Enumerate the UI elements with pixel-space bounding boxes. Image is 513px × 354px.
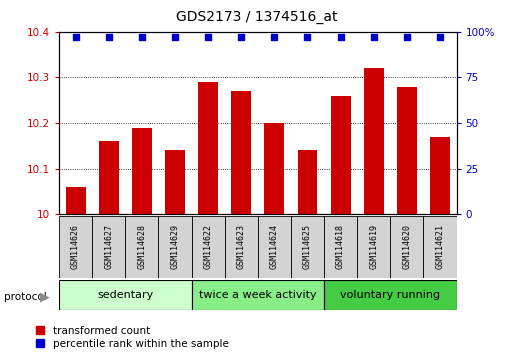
Point (204, 34, 212, 40)
Text: GSM114627: GSM114627 (104, 224, 113, 269)
Bar (198, 82, 218, 214)
Text: GSM114626: GSM114626 (71, 224, 80, 269)
Bar (430, 137, 450, 214)
Bar (324, 216, 357, 278)
Bar (159, 216, 191, 278)
Bar (264, 123, 284, 214)
Text: ▶: ▶ (40, 290, 49, 303)
Bar (364, 68, 384, 214)
Bar (397, 87, 417, 214)
Bar (59, 280, 191, 310)
Point (270, 34, 279, 40)
Text: twice a week activity: twice a week activity (199, 290, 317, 300)
Point (403, 34, 411, 40)
Point (303, 34, 311, 40)
Bar (98, 141, 119, 214)
Point (105, 34, 113, 40)
Text: GSM114618: GSM114618 (336, 224, 345, 269)
Point (436, 34, 444, 40)
Text: GSM114624: GSM114624 (270, 224, 279, 269)
Bar (298, 150, 318, 214)
Text: sedentary: sedentary (97, 290, 153, 300)
Point (71, 34, 80, 40)
Bar (390, 216, 423, 278)
Text: GDS2173 / 1374516_at: GDS2173 / 1374516_at (176, 10, 337, 24)
Bar (132, 127, 152, 214)
Bar (125, 216, 159, 278)
Text: GSM114619: GSM114619 (369, 224, 378, 269)
Bar (225, 216, 258, 278)
Point (137, 34, 146, 40)
Point (337, 34, 345, 40)
Text: GSM114623: GSM114623 (236, 224, 246, 269)
Bar (92, 216, 125, 278)
Text: GSM114628: GSM114628 (137, 224, 146, 269)
Bar (324, 280, 457, 310)
Text: protocol: protocol (4, 292, 47, 302)
Text: GSM114621: GSM114621 (436, 224, 444, 269)
Text: GSM114625: GSM114625 (303, 224, 312, 269)
Bar (357, 216, 390, 278)
Point (171, 34, 179, 40)
Bar (66, 187, 86, 214)
Bar (291, 216, 324, 278)
Text: voluntary running: voluntary running (340, 290, 440, 300)
Bar (423, 216, 457, 278)
Bar (231, 91, 251, 214)
Bar (165, 150, 185, 214)
Text: GSM114629: GSM114629 (170, 224, 180, 269)
Text: GSM114622: GSM114622 (204, 224, 212, 269)
Text: GSM114620: GSM114620 (402, 224, 411, 269)
Legend: transformed count, percentile rank within the sample: transformed count, percentile rank withi… (36, 326, 228, 349)
Point (237, 34, 245, 40)
Point (370, 34, 378, 40)
Bar (191, 280, 324, 310)
Bar (191, 216, 225, 278)
Bar (59, 216, 92, 278)
Bar (331, 96, 350, 214)
Bar (258, 216, 291, 278)
